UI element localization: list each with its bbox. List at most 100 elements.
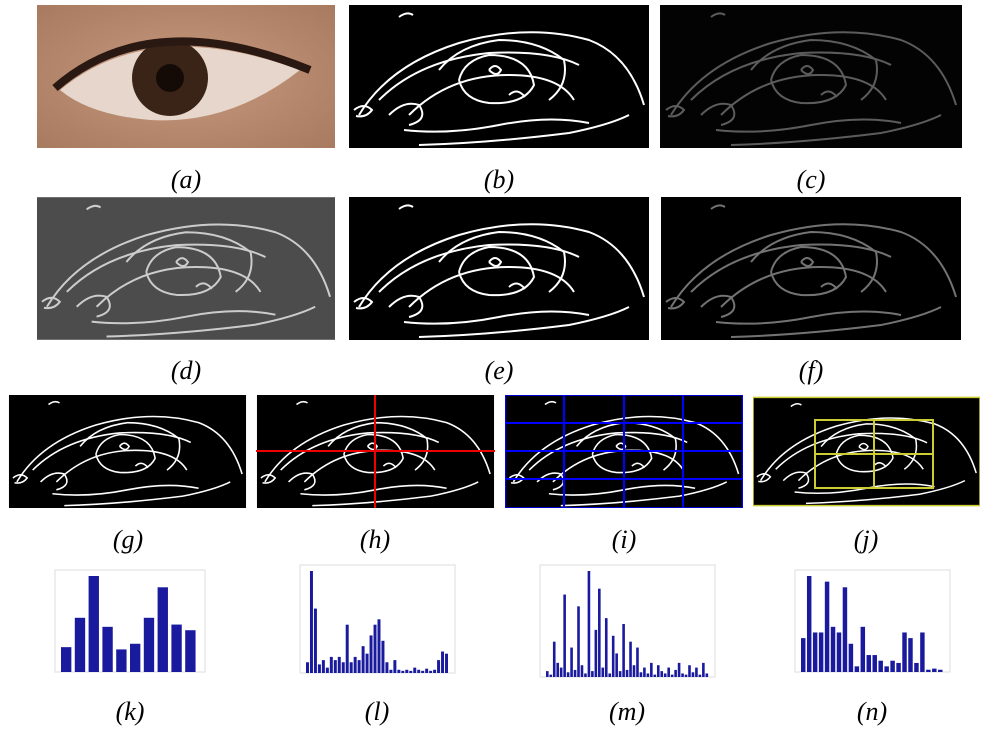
bar: [643, 668, 646, 677]
bar: [685, 675, 688, 677]
bar: [326, 668, 329, 673]
bar: [556, 663, 559, 677]
bar: [102, 627, 112, 672]
roi-grid: [753, 397, 980, 505]
edge-image: [9, 395, 246, 508]
bar: [688, 665, 691, 677]
bar: [567, 672, 570, 677]
weak-edge-image: [661, 197, 961, 340]
panel-label: (a): [171, 165, 201, 194]
bar: [441, 652, 444, 673]
bar: [633, 665, 636, 677]
bar: [185, 630, 195, 672]
edge-image: [349, 5, 649, 148]
bar: [813, 632, 817, 672]
bar: [553, 642, 556, 677]
images: [9, 5, 980, 508]
texture-image: [37, 197, 335, 340]
eye-photo: [37, 5, 335, 148]
bar: [588, 571, 591, 677]
bar: [425, 669, 428, 673]
bar: [807, 576, 811, 672]
bar: [366, 654, 369, 673]
bar: [334, 660, 337, 673]
bar: [692, 672, 695, 677]
bar: [385, 662, 388, 673]
bar: [831, 627, 835, 672]
panel-label: (h): [360, 525, 390, 554]
bar: [861, 627, 865, 672]
bar: [612, 636, 615, 677]
bar: [608, 673, 611, 677]
bar: [397, 670, 400, 673]
bar: [636, 648, 639, 677]
bar: [342, 662, 345, 673]
bar: [393, 660, 396, 673]
panel-label: (f): [799, 356, 824, 385]
bar: [354, 657, 357, 673]
bar: [330, 657, 333, 673]
bar: [626, 670, 629, 677]
bar: [401, 671, 404, 673]
bar: [855, 666, 859, 672]
bar: [171, 625, 181, 672]
bar: [417, 670, 420, 673]
figure: (a)(b)(c)(d)(e)(f)(g)(h)(i)(j)(k)(l)(m)(…: [0, 0, 982, 735]
gradient-image: [660, 5, 962, 148]
bar: [914, 663, 918, 672]
bar: [938, 670, 942, 672]
bar: [920, 632, 924, 672]
bar: [405, 670, 408, 673]
bar: [657, 665, 660, 677]
bar: [158, 587, 168, 672]
grid-4x4: [505, 395, 743, 508]
bar: [577, 606, 580, 677]
bar: [601, 668, 604, 677]
bar: [598, 589, 601, 677]
panel-label: (c): [797, 165, 826, 194]
bar: [605, 618, 608, 677]
bar: [546, 671, 549, 677]
bar: [640, 672, 643, 677]
bar: [884, 666, 888, 672]
bar: [310, 571, 313, 673]
bar: [378, 619, 381, 673]
bar: [421, 671, 424, 673]
bar: [581, 665, 584, 677]
bar: [849, 644, 853, 672]
bar: [702, 663, 705, 677]
bar: [75, 618, 85, 672]
bar: [629, 642, 632, 677]
panel-label: (m): [609, 697, 645, 726]
panel-label: (d): [171, 356, 201, 385]
histogram-frame: [540, 565, 715, 677]
bar: [389, 670, 392, 673]
bar: [867, 655, 871, 672]
bar: [671, 675, 674, 677]
bar: [667, 668, 670, 677]
bar: [878, 661, 882, 672]
bar: [819, 632, 823, 672]
bar: [890, 661, 894, 672]
panel-label: (b): [484, 165, 514, 194]
bar: [306, 662, 309, 673]
bar: [873, 655, 877, 672]
bar: [318, 664, 321, 673]
bar: [409, 671, 412, 673]
bar: [381, 641, 384, 673]
bar: [338, 657, 341, 673]
bar: [664, 673, 667, 677]
bar: [445, 654, 448, 673]
bar: [437, 660, 440, 673]
bar: [699, 675, 702, 677]
bar: [358, 660, 361, 673]
bar: [660, 671, 663, 677]
bar: [89, 576, 99, 672]
bar: [902, 632, 906, 672]
panel-label: (k): [116, 697, 145, 726]
bar: [374, 625, 377, 673]
bar: [563, 595, 566, 677]
bar: [622, 624, 625, 677]
bar: [560, 668, 563, 677]
bar: [346, 625, 349, 673]
